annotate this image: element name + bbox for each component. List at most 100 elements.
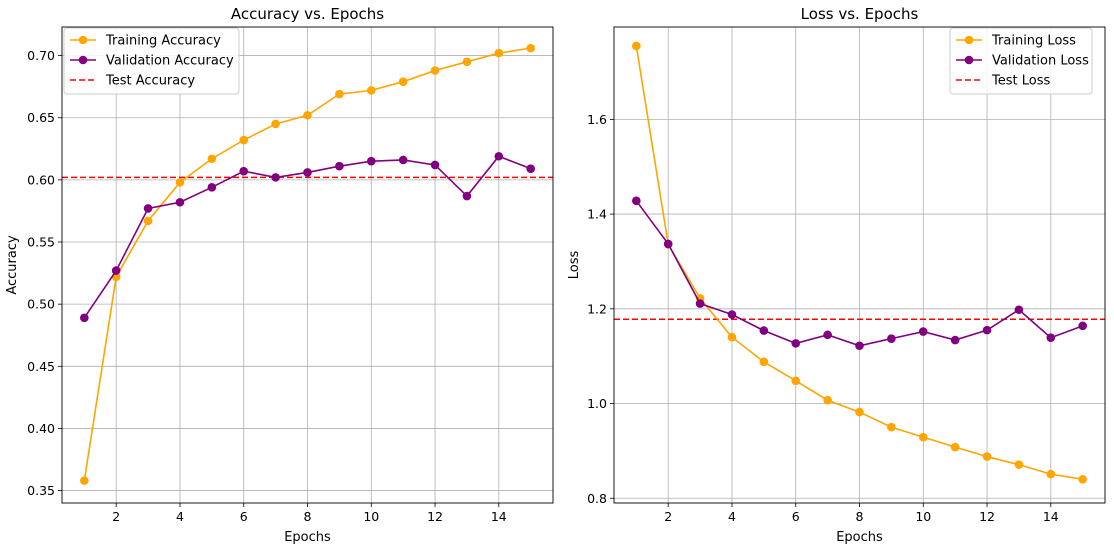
- y-tick-label: 0.35: [27, 483, 55, 498]
- data-point: [982, 452, 992, 461]
- x-tick-label: 6: [792, 509, 800, 524]
- data-point: [462, 57, 472, 67]
- legend-entry-label: Validation Accuracy: [106, 54, 234, 69]
- data-point: [239, 135, 249, 145]
- data-point: [335, 161, 344, 171]
- data-point: [727, 332, 737, 342]
- x-tick-label: 10: [363, 509, 379, 524]
- y-tick-label: 1.6: [587, 112, 607, 127]
- data-point: [632, 196, 641, 206]
- data-point: [727, 310, 737, 319]
- data-point: [271, 119, 280, 129]
- data-point: [663, 239, 673, 249]
- data-point: [143, 204, 153, 213]
- data-point: [494, 48, 504, 58]
- data-point: [887, 334, 896, 343]
- y-tick-label: 0.8: [587, 491, 607, 506]
- x-tick-label: 4: [176, 509, 184, 524]
- y-axis-label: Accuracy: [5, 235, 20, 295]
- data-point: [823, 330, 832, 340]
- x-tick-label: 2: [664, 509, 672, 524]
- data-point: [398, 77, 408, 86]
- data-point: [175, 178, 185, 187]
- data-point: [791, 339, 801, 348]
- data-point: [335, 89, 344, 99]
- y-tick-label: 0.50: [27, 297, 55, 312]
- data-point: [207, 154, 217, 164]
- data-point: [855, 341, 864, 351]
- data-point: [207, 183, 217, 192]
- y-tick-label: 0.70: [27, 48, 55, 63]
- x-tick-label: 4: [728, 509, 736, 524]
- data-point: [1046, 469, 1056, 479]
- data-point: [143, 216, 153, 226]
- data-point: [271, 173, 280, 182]
- y-tick-label: 0.60: [27, 172, 55, 187]
- data-point: [175, 197, 185, 207]
- data-point: [950, 335, 960, 345]
- data-point: [632, 41, 641, 51]
- x-tick-label: 14: [491, 509, 507, 524]
- legend-entry-label: Validation Loss: [992, 54, 1089, 69]
- legend-entry-label: Test Accuracy: [105, 74, 195, 89]
- chart-title: Loss vs. Epochs: [801, 5, 919, 23]
- data-point: [398, 155, 408, 165]
- data-point: [759, 326, 769, 335]
- chart-title: Accuracy vs. Epochs: [231, 5, 384, 23]
- legend-entry-label: Test Loss: [991, 74, 1050, 89]
- legend-swatch-marker: [78, 35, 88, 45]
- data-point: [823, 395, 832, 405]
- data-point: [1046, 333, 1056, 343]
- legend-box: [63, 27, 240, 95]
- data-point: [759, 357, 769, 367]
- data-point: [366, 86, 376, 95]
- data-point: [950, 442, 960, 452]
- x-axis-label: Epochs: [836, 530, 883, 545]
- data-point: [918, 327, 928, 336]
- data-point: [982, 325, 992, 335]
- data-point: [1078, 321, 1087, 331]
- legend-swatch-marker: [964, 35, 974, 45]
- data-point: [1078, 475, 1087, 484]
- y-tick-label: 0.55: [27, 235, 55, 250]
- data-point: [1014, 460, 1024, 469]
- x-tick-label: 12: [979, 509, 995, 524]
- data-point: [494, 151, 504, 161]
- y-tick-label: 1.4: [587, 207, 607, 222]
- y-tick-label: 0.65: [27, 110, 55, 125]
- x-tick-label: 8: [304, 509, 312, 524]
- data-point: [1014, 305, 1024, 315]
- data-point: [80, 476, 89, 485]
- data-point: [855, 407, 864, 417]
- x-tick-label: 6: [240, 509, 248, 524]
- x-tick-label: 10: [915, 509, 931, 524]
- data-point: [695, 299, 705, 308]
- data-point: [918, 432, 928, 442]
- data-point: [430, 160, 440, 170]
- data-point: [303, 110, 312, 120]
- legend-entry-label: Training Accuracy: [105, 34, 221, 49]
- data-point: [366, 156, 376, 166]
- data-point: [791, 376, 801, 386]
- x-tick-label: 12: [427, 509, 443, 524]
- x-axis-label: Epochs: [284, 530, 331, 545]
- data-point: [430, 66, 440, 75]
- legend-swatch-marker: [964, 55, 974, 65]
- y-tick-label: 0.40: [27, 421, 55, 436]
- y-tick-label: 1.0: [587, 396, 607, 411]
- data-point: [526, 43, 535, 53]
- data-point: [303, 168, 312, 177]
- data-point: [111, 266, 121, 275]
- y-tick-label: 1.2: [587, 301, 607, 316]
- legend-box: [949, 27, 1093, 95]
- y-tick-label: 0.45: [27, 359, 55, 374]
- data-point: [239, 166, 249, 176]
- x-tick-label: 8: [856, 509, 864, 524]
- x-tick-label: 14: [1043, 509, 1059, 524]
- y-axis-label: Loss: [567, 251, 582, 280]
- data-point: [462, 191, 472, 201]
- data-point: [526, 164, 535, 173]
- data-point: [80, 313, 89, 323]
